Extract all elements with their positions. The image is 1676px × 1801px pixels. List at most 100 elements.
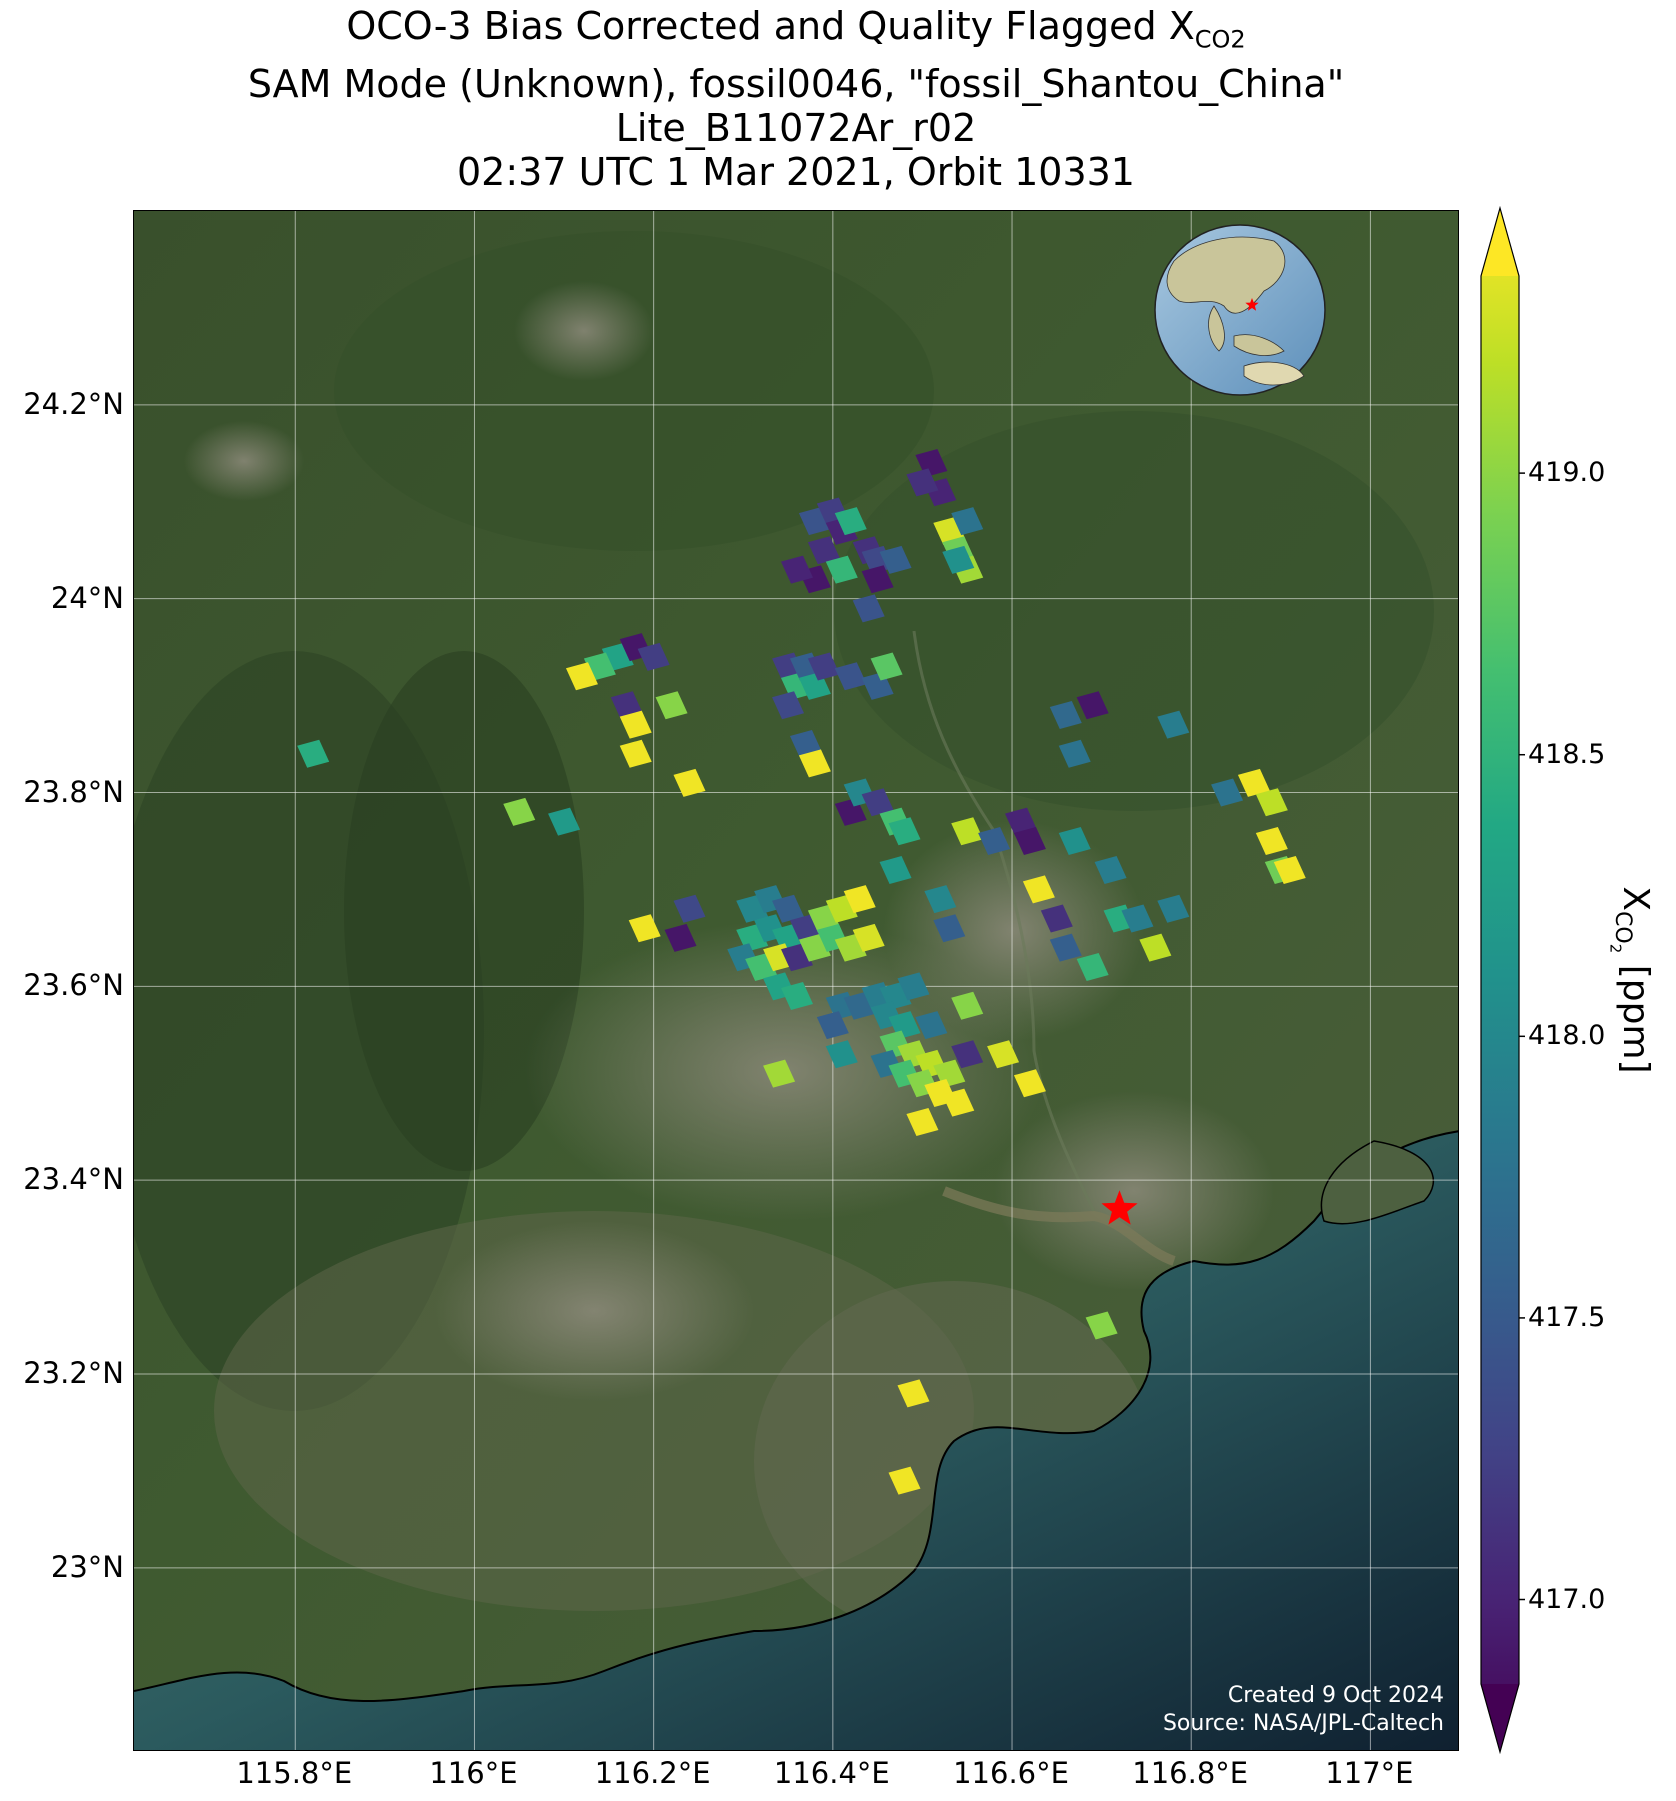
xco2-sounding xyxy=(879,856,912,885)
xco2-sounding xyxy=(1085,1311,1118,1340)
colorbar-tick-label: 417.5 xyxy=(1528,1301,1606,1333)
xco2-sounding xyxy=(673,894,706,923)
xco2-sounding xyxy=(565,662,598,691)
xco2-sounding xyxy=(763,1059,796,1088)
colorbar-tick-label: 417.0 xyxy=(1528,1583,1606,1615)
globe-star-icon xyxy=(1245,298,1259,311)
xco2-sounding xyxy=(1013,1069,1046,1098)
xco2-sounding xyxy=(933,914,966,943)
xco2-sounding xyxy=(1157,894,1190,923)
title-line-3: Lite_B11072Ar_r02 xyxy=(615,105,977,150)
colorbar xyxy=(1480,206,1525,1755)
xco2-sounding xyxy=(1058,739,1091,768)
lon-tick-label: 117°E xyxy=(1325,1756,1414,1790)
xco2-sounding xyxy=(951,817,984,846)
xco2-sounding xyxy=(888,817,921,846)
lat-tick-label: 24.2°N xyxy=(23,386,124,421)
credit-created: Created 9 Oct 2024 xyxy=(1227,1683,1444,1708)
colorbar-label: XCO2 [ppm] xyxy=(1606,886,1656,1074)
map-gridlines xyxy=(134,211,1458,1750)
xco2-sounding xyxy=(825,555,858,584)
xco2-sounding xyxy=(503,797,536,826)
colorbar-tick-label: 419.0 xyxy=(1528,457,1606,489)
coastline xyxy=(134,1130,1458,1702)
title-line-4: 02:37 UTC 1 Mar 2021, Orbit 10331 xyxy=(457,149,1135,194)
xco2-sounding xyxy=(852,923,885,952)
inset-globe xyxy=(1154,224,1326,396)
title-line-2: SAM Mode (Unknown), fossil0046, "fossil_… xyxy=(247,61,1345,106)
xco2-sounding xyxy=(879,545,912,574)
xco2-sounding xyxy=(951,1040,984,1069)
xco2-sounding xyxy=(951,991,984,1020)
xco2-sounding xyxy=(673,768,706,797)
xco2-soundings xyxy=(297,448,1306,1495)
xco2-sounding xyxy=(1076,691,1109,720)
target-star-icon xyxy=(1101,1190,1138,1225)
lat-tick-label: 23°N xyxy=(50,1549,124,1584)
xco2-sounding xyxy=(807,536,840,565)
lon-tick-label: 115.8°E xyxy=(236,1756,353,1790)
lat-tick-label: 23.8°N xyxy=(23,774,124,809)
lon-tick-label: 116°E xyxy=(429,1756,518,1790)
xco2-sounding xyxy=(906,468,939,497)
xco2-sounding xyxy=(1157,710,1190,739)
xco2-sounding xyxy=(942,545,975,574)
xco2-sounding xyxy=(1040,904,1073,933)
xco2-sounding xyxy=(781,555,813,584)
xco2-sounding xyxy=(807,652,840,681)
xco2-sounding xyxy=(924,885,957,914)
xco2-sounding xyxy=(772,691,805,720)
xco2-sounding xyxy=(1004,807,1037,836)
colorbar-extend-min xyxy=(1481,1684,1519,1752)
lat-tick-label: 23.6°N xyxy=(23,968,124,1003)
lon-tick-label: 116.4°E xyxy=(773,1756,890,1790)
xco2-sounding xyxy=(843,885,876,914)
xco2-sounding xyxy=(297,739,330,768)
xco2-sounding xyxy=(852,594,885,623)
map-plot-area[interactable]: Created 9 Oct 2024 Source: NASA/JPL-Calt… xyxy=(133,210,1459,1751)
xco2-sounding xyxy=(1022,875,1055,904)
xco2-sounding xyxy=(861,788,894,817)
lat-tick-label: 23.2°N xyxy=(23,1356,124,1391)
xco2-sounding xyxy=(637,642,670,671)
xco2-sounding xyxy=(951,507,984,536)
xco2-sounding xyxy=(870,652,903,681)
xco2-sounding xyxy=(798,749,831,778)
island xyxy=(1320,1140,1435,1225)
xco2-sounding xyxy=(816,1011,849,1040)
xco2-sounding xyxy=(825,1040,858,1069)
xco2-sounding xyxy=(1076,952,1109,981)
xco2-sounding xyxy=(1255,788,1288,817)
xco2-sounding xyxy=(1121,904,1154,933)
xco2-sounding xyxy=(772,894,805,923)
xco2-sounding xyxy=(1058,826,1091,855)
xco2-sounding xyxy=(1094,856,1127,885)
figure-title: OCO-3 Bias Corrected and Quality Flagged… xyxy=(133,4,1459,194)
colorbar-extend-max xyxy=(1481,208,1519,276)
sea-area xyxy=(134,1131,1458,1750)
xco2-sounding xyxy=(942,1088,975,1117)
xco2-sounding xyxy=(1013,826,1046,855)
xco2-sounding xyxy=(655,691,688,720)
xco2-sounding xyxy=(861,565,894,594)
title-line-1: OCO-3 Bias Corrected and Quality Flagged… xyxy=(346,4,1246,54)
xco2-sounding xyxy=(978,826,1011,855)
xco2-sounding xyxy=(1211,778,1244,807)
xco2-sounding xyxy=(781,982,813,1011)
xco2-sounding xyxy=(906,1108,939,1137)
xco2-sounding xyxy=(897,1379,930,1408)
colorbar-tick-label: 418.0 xyxy=(1528,1020,1606,1052)
xco2-sounding xyxy=(1049,933,1082,962)
xco2-sounding xyxy=(915,1011,948,1040)
credit-source: Source: NASA/JPL-Caltech xyxy=(1162,1711,1444,1736)
map-canvas xyxy=(134,211,1458,1750)
xco2-sounding xyxy=(987,1040,1020,1069)
target-star-marker xyxy=(1101,1190,1138,1225)
xco2-sounding xyxy=(834,662,867,691)
xco2-sounding xyxy=(897,972,930,1001)
xco2-sounding xyxy=(789,730,822,759)
lon-tick-label: 116.2°E xyxy=(594,1756,711,1790)
xco2-sounding xyxy=(1255,826,1288,855)
xco2-sounding xyxy=(619,739,652,768)
xco2-sounding xyxy=(888,1466,921,1495)
